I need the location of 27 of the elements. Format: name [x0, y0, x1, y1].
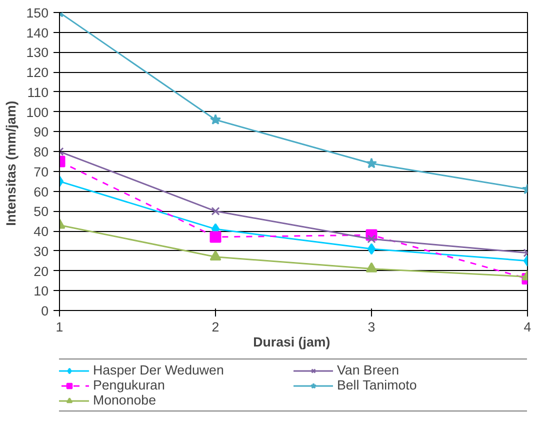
y-tick-label: 30 [34, 244, 49, 259]
y-tick-label: 150 [26, 6, 49, 20]
y-tick-label: 100 [26, 104, 49, 120]
y-tick-label: 140 [26, 25, 49, 40]
y-tick-label: 20 [34, 264, 49, 279]
legend-label: Van Breen [337, 362, 400, 378]
y-tick-label: 110 [27, 84, 48, 100]
legend-label: Mononobe [93, 392, 157, 408]
x-axis-title: Durasi (jam) [253, 334, 330, 350]
y-tick-label: 0 [41, 304, 49, 318]
legend-label: Bell Tanimoto [337, 378, 418, 392]
y-tick-label: 80 [34, 144, 49, 160]
y-tick-label: 60 [34, 184, 49, 200]
y-tick-label: 50 [34, 204, 49, 220]
y-tick-label: 10 [34, 284, 49, 299]
y-tick-label: 90 [34, 124, 49, 140]
x-tick-label: 1 [56, 320, 64, 334]
y-tick-label: 70 [34, 164, 49, 180]
x-tick-label: 3 [368, 320, 376, 334]
y-tick-label: 120 [26, 65, 49, 80]
y-tick-label: 130 [26, 45, 49, 60]
legend-label: Pengukuran [93, 378, 166, 392]
legend-label: Hasper Der Weduwen [93, 362, 225, 378]
y-tick-label: 40 [34, 224, 49, 240]
y-axis-title: Intensitas (mm/jam) [3, 100, 18, 226]
x-tick-label: 4 [524, 320, 532, 334]
x-tick-label: 2 [212, 320, 220, 334]
